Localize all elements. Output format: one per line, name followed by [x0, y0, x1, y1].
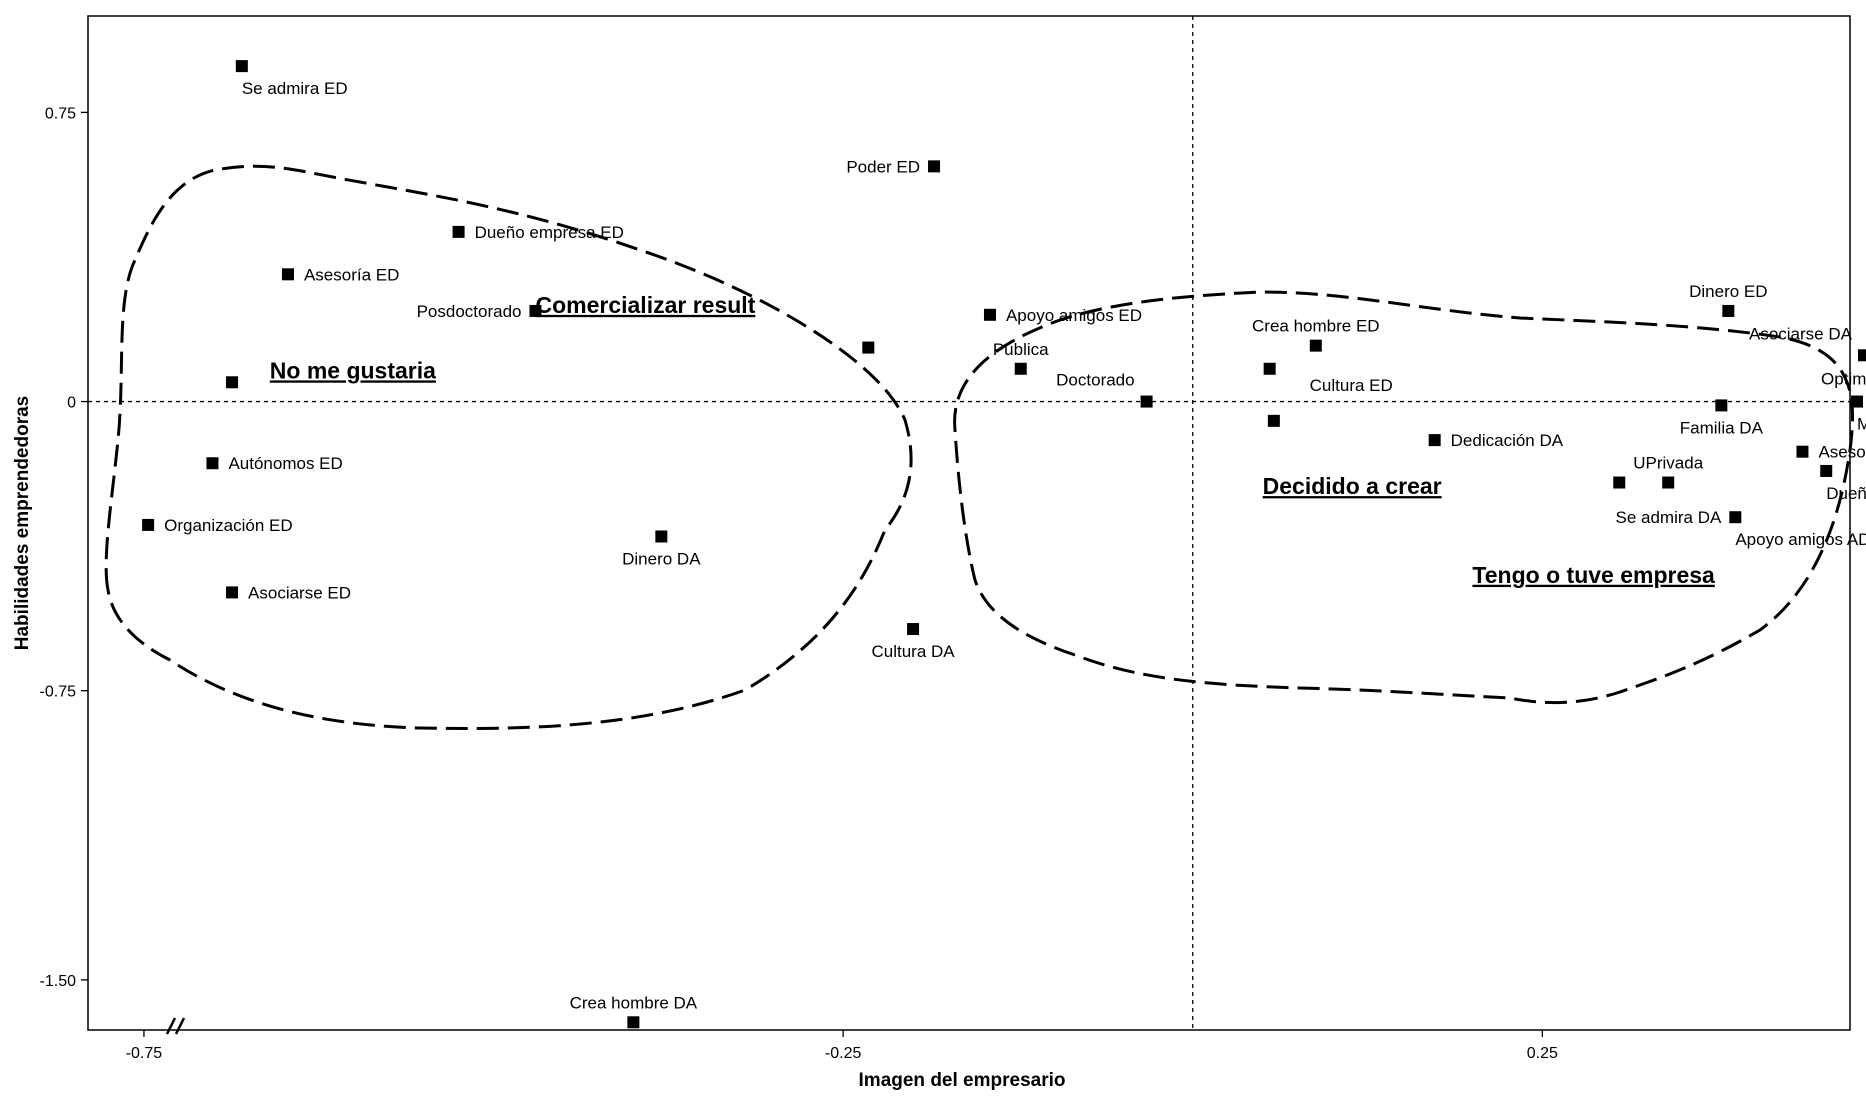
- y-tick-label: -0.75: [40, 684, 77, 701]
- data-point-label: Apoyo amigos AD: [1735, 530, 1866, 549]
- data-point-marker: [529, 304, 542, 317]
- x-tick-label: -0.75: [126, 1045, 163, 1062]
- data-point-label: Crea hombre ED: [1252, 317, 1380, 336]
- data-point-marker: [1820, 464, 1833, 477]
- data-point-label: Asesoría ED: [304, 265, 399, 284]
- data-point-marker: [627, 1016, 640, 1029]
- data-point-label: Asociarse DA: [1749, 324, 1853, 343]
- data-point-marker: [235, 60, 248, 73]
- data-point-marker: [452, 225, 465, 238]
- data-point-marker: [1140, 395, 1153, 408]
- y-tick-label: -1.50: [40, 973, 77, 990]
- data-point-marker: [1309, 339, 1322, 352]
- data-point-marker: [1857, 349, 1866, 362]
- data-point-label: Doctorado: [1056, 371, 1134, 390]
- data-point-label: Asesoría DA: [1818, 443, 1866, 462]
- data-point-label: Dinero ED: [1689, 282, 1767, 301]
- group-label: Decidido a crear: [1263, 473, 1442, 499]
- data-point-label: Cultura DA: [871, 642, 955, 661]
- y-axis-ticks: 0.75 0 -0.75 -1.50: [40, 105, 88, 990]
- data-point-label: Maestría: [1857, 415, 1866, 434]
- data-point-label: Dueño empresa ED: [475, 223, 624, 242]
- group-label: Comercializar result: [535, 292, 755, 318]
- data-point-marker: [1263, 362, 1276, 375]
- data-point-marker: [655, 530, 668, 543]
- data-point-marker: [907, 623, 920, 636]
- data-point-marker: [226, 586, 239, 599]
- data-point-label: Se admira ED: [242, 79, 348, 98]
- data-point-marker: [142, 518, 155, 531]
- x-axis-title: Imagen del empresario: [859, 1070, 1066, 1091]
- data-point-label: Dueño empresa DA: [1826, 484, 1866, 503]
- left-cluster-outline: [104, 164, 913, 731]
- data-point-label: UPrivada: [1633, 454, 1703, 473]
- data-point-marker: [1715, 399, 1728, 412]
- y-tick-label: 0: [67, 395, 76, 412]
- data-point-marker: [983, 308, 996, 321]
- data-point-marker: [1267, 414, 1280, 427]
- axis-break-mark: [174, 1017, 186, 1035]
- x-axis-ticks: -0.75 -0.25 0.25: [126, 1030, 1558, 1062]
- data-point-label: Dedicación DA: [1451, 431, 1564, 450]
- data-point-label: Organización ED: [164, 516, 293, 535]
- y-tick-label: 0.75: [45, 105, 76, 122]
- data-point-marker: [928, 160, 941, 173]
- data-point-label: Cultura ED: [1310, 376, 1393, 395]
- data-point-label: Autónomos ED: [228, 454, 342, 473]
- data-points: Se admira ED Poder ED Dueño empresa ED Ases…: [142, 60, 1866, 1029]
- data-point-marker: [1662, 476, 1675, 489]
- axis-break-mark: [165, 1017, 177, 1035]
- data-point-label: Dinero DA: [622, 549, 701, 568]
- data-point-marker: [1722, 304, 1735, 317]
- plot-frame: [87, 15, 1851, 1031]
- data-point-label: Optimistas DA: [1821, 369, 1866, 388]
- group-label: No me gustaria: [270, 357, 436, 383]
- data-point-label: Posdoctorado: [417, 302, 522, 321]
- data-point-marker: [1850, 395, 1863, 408]
- data-point-marker: [1428, 434, 1441, 447]
- x-tick-label: 0.25: [1527, 1045, 1558, 1062]
- data-point-label: Crea hombre DA: [570, 993, 698, 1012]
- data-point-marker: [1729, 511, 1742, 524]
- data-point-marker: [226, 376, 239, 389]
- data-point-marker: [281, 268, 294, 281]
- data-point-marker: [1796, 445, 1809, 458]
- x-tick-label: -0.25: [825, 1045, 862, 1062]
- data-point-marker: [1613, 476, 1626, 489]
- group-label: Tengo o tuve empresa: [1472, 562, 1715, 588]
- data-point-label: Asociarse ED: [248, 583, 351, 602]
- data-point-marker: [1014, 362, 1027, 375]
- y-axis-title: Habilidades emprendedoras: [12, 396, 33, 650]
- data-point-marker: [206, 457, 219, 470]
- right-cluster-outline: [953, 290, 1854, 705]
- data-point-label: Apoyo amigos ED: [1006, 306, 1142, 325]
- data-point-label: Se admira DA: [1616, 508, 1722, 527]
- data-point-marker: [862, 341, 875, 354]
- data-point-label: Familia DA: [1680, 418, 1764, 437]
- data-point-label: Poder ED: [846, 157, 920, 176]
- data-point-label: Publica: [993, 340, 1049, 359]
